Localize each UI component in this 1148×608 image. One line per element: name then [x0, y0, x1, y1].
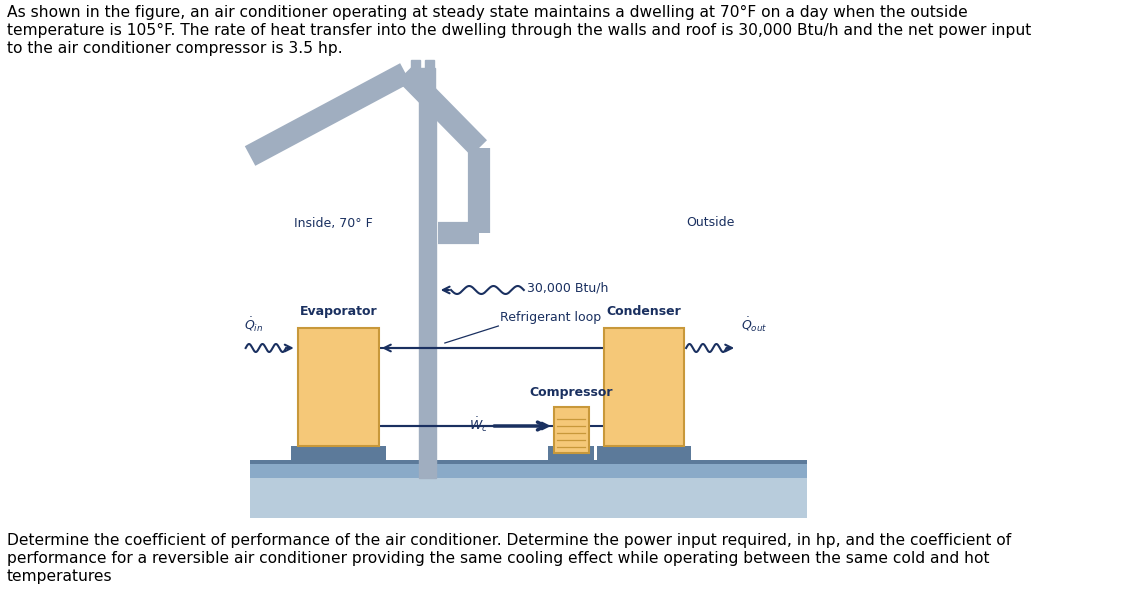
Text: $\dot{Q}_{in}$: $\dot{Q}_{in}$ [243, 316, 263, 334]
Text: temperatures: temperatures [7, 569, 113, 584]
Text: temperature is 105°F. The rate of heat transfer into the dwelling through the wa: temperature is 105°F. The rate of heat t… [7, 23, 1031, 38]
Bar [411, 68, 435, 93]
Text: Evaporator: Evaporator [300, 305, 378, 318]
Bar [250, 460, 807, 478]
Text: $\dot{Q}_{out}$: $\dot{Q}_{out}$ [740, 316, 767, 334]
Text: Determine the coefficient of performance of the air conditioner. Determine the p: Determine the coefficient of performance… [7, 533, 1011, 548]
Bar [597, 446, 691, 460]
Text: Outside: Outside [687, 216, 735, 229]
Bar [549, 446, 594, 460]
Bar [425, 60, 434, 68]
Bar [250, 460, 807, 464]
Text: 30,000 Btu/h: 30,000 Btu/h [527, 282, 608, 294]
Text: to the air conditioner compressor is 3.5 hp.: to the air conditioner compressor is 3.5… [7, 41, 342, 56]
Bar [553, 407, 589, 453]
Text: Inside, 70° F: Inside, 70° F [294, 216, 373, 229]
Text: As shown in the figure, an air conditioner operating at steady state maintains a: As shown in the figure, an air condition… [7, 5, 968, 20]
Text: performance for a reversible air conditioner providing the same cooling effect w: performance for a reversible air conditi… [7, 551, 990, 566]
Bar [411, 60, 420, 68]
Text: Refrigerant loop: Refrigerant loop [501, 311, 602, 325]
Text: $\dot{W}_c$: $\dot{W}_c$ [468, 416, 488, 434]
Bar [298, 328, 379, 446]
Bar [419, 98, 436, 478]
Bar [604, 328, 684, 446]
Bar [292, 446, 386, 460]
Text: Condenser: Condenser [606, 305, 682, 318]
Bar [250, 478, 807, 518]
Text: Compressor: Compressor [529, 386, 613, 399]
